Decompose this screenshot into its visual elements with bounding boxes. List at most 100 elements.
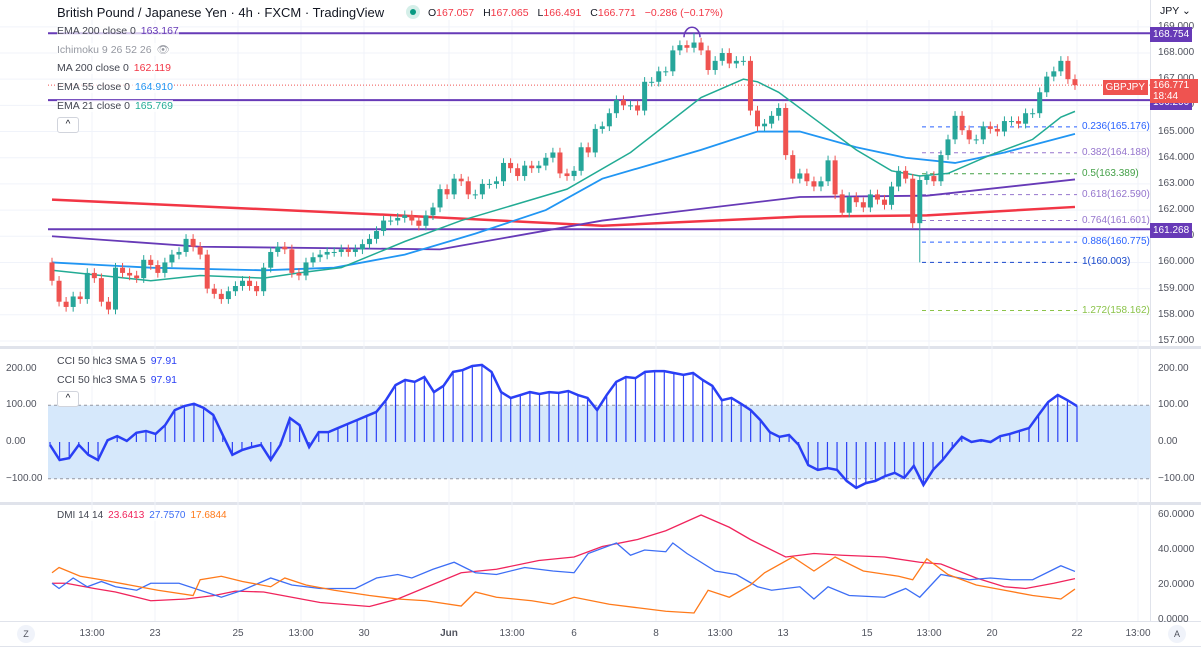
candle-body xyxy=(1023,113,1029,124)
candle xyxy=(959,111,965,135)
legend-label: Ichimoku 9 26 52 26 xyxy=(57,44,152,56)
candle-body xyxy=(472,194,478,196)
candle-body xyxy=(860,202,866,208)
candle-body xyxy=(289,249,295,273)
legend-value: 162.119 xyxy=(133,62,171,74)
candle-body xyxy=(120,267,126,273)
candle-body xyxy=(1058,60,1064,72)
candle-body xyxy=(776,107,782,116)
legend-dmi[interactable]: DMI 14 14 23.6413 27.7570 17.6844 xyxy=(57,510,227,521)
candle-body xyxy=(543,157,549,166)
candle-body xyxy=(726,53,732,64)
time-tick: 22 xyxy=(1071,628,1083,639)
chevron-down-icon: ⌄ xyxy=(1182,5,1191,17)
candle xyxy=(261,262,267,296)
candle xyxy=(804,168,810,186)
candle xyxy=(874,189,880,205)
candle-body xyxy=(649,81,655,83)
price-tick: 158.000 xyxy=(1158,308,1195,320)
candle-body xyxy=(656,71,662,82)
legend-value: 164.910 xyxy=(134,81,173,93)
collapse-cci-legend-button[interactable]: ^ xyxy=(57,391,79,407)
candle-body xyxy=(247,280,253,287)
legend-ema21[interactable]: EMA 21 close 0 165.769 xyxy=(57,100,173,112)
legend-ma200[interactable]: MA 200 close 0 162.119 xyxy=(57,62,171,74)
legend-plus-di-value: 27.7570 xyxy=(149,510,186,521)
currency-selector[interactable]: JPY ⌄ xyxy=(1160,5,1191,17)
candle xyxy=(317,249,323,262)
candle xyxy=(635,100,641,116)
candle xyxy=(860,197,866,213)
candle-body xyxy=(430,207,436,216)
eye-crossed-icon[interactable]: 👁︎ xyxy=(156,44,170,56)
symbol-tag: GBPJPY xyxy=(1102,80,1148,95)
legend-ichimoku[interactable]: Ichimoku 9 26 52 26 👁︎ xyxy=(57,43,170,56)
candle-body xyxy=(190,238,196,247)
symbol-title[interactable]: British Pound / Japanese Yen · 4h · FXCM… xyxy=(57,5,385,20)
candle-body xyxy=(677,45,683,51)
price-tick: 164.000 xyxy=(1158,151,1195,163)
candle-body xyxy=(571,170,577,177)
candle xyxy=(755,105,760,132)
time-tick: 13:00 xyxy=(916,628,942,639)
fib-level-label: 1.272(158.162) xyxy=(1082,304,1150,316)
candle-body xyxy=(437,189,443,208)
candle xyxy=(578,142,584,176)
currency-label: JPY xyxy=(1160,5,1180,17)
candle-body xyxy=(790,155,796,179)
legend-cci-1[interactable]: CCI 50 hlc3 SMA 5 97.91 xyxy=(57,355,177,367)
candle xyxy=(924,171,930,185)
candle xyxy=(719,48,725,66)
candle-body xyxy=(818,181,824,187)
candle-body xyxy=(874,194,880,200)
legend-ema55[interactable]: EMA 55 close 0 164.910 xyxy=(57,81,173,93)
candle xyxy=(1008,116,1014,126)
candle-body xyxy=(903,170,909,179)
candle xyxy=(740,56,746,66)
candle xyxy=(825,155,831,186)
candle xyxy=(324,247,330,260)
candle xyxy=(783,103,789,160)
candle xyxy=(1023,108,1029,129)
candle-body xyxy=(261,267,267,292)
candle xyxy=(797,168,803,184)
candle xyxy=(529,160,535,173)
time-tick: 13:00 xyxy=(288,628,314,639)
collapse-legend-button[interactable]: ^ xyxy=(57,117,79,133)
candle-body xyxy=(402,215,408,218)
legend-cci-2[interactable]: CCI 50 hlc3 SMA 5 97.91 xyxy=(57,374,177,386)
candle xyxy=(628,100,634,111)
candle-body xyxy=(564,173,570,177)
open-label: O xyxy=(428,7,437,19)
candle xyxy=(310,252,316,268)
candle xyxy=(522,160,528,181)
candle-body xyxy=(853,196,859,203)
candle xyxy=(49,257,55,286)
candle-body xyxy=(91,272,97,279)
auto-scale-button[interactable]: A xyxy=(1168,625,1186,643)
legend-ema200[interactable]: EMA 200 close 0 163.167 xyxy=(57,25,179,37)
candle xyxy=(70,291,76,312)
candle xyxy=(296,268,302,281)
candle-body xyxy=(324,251,330,255)
candle xyxy=(769,111,775,129)
candle-body xyxy=(1037,92,1043,114)
candle-body xyxy=(465,181,471,195)
candle xyxy=(169,249,175,268)
candle xyxy=(303,257,309,281)
plus-di-line xyxy=(51,542,1076,600)
price-tick: 165.000 xyxy=(1158,125,1195,137)
candle xyxy=(733,56,739,69)
candle-body xyxy=(578,147,584,171)
timezone-z-button[interactable]: Z xyxy=(17,625,35,643)
candle xyxy=(112,262,118,315)
candle xyxy=(1051,66,1057,82)
candle xyxy=(691,33,697,53)
candle-body xyxy=(162,262,168,273)
candle-body xyxy=(416,220,422,226)
candle-body xyxy=(1051,71,1057,77)
fib-level-label: 0.764(161.601) xyxy=(1082,214,1150,226)
candle xyxy=(980,121,986,145)
candle-body xyxy=(254,286,260,292)
